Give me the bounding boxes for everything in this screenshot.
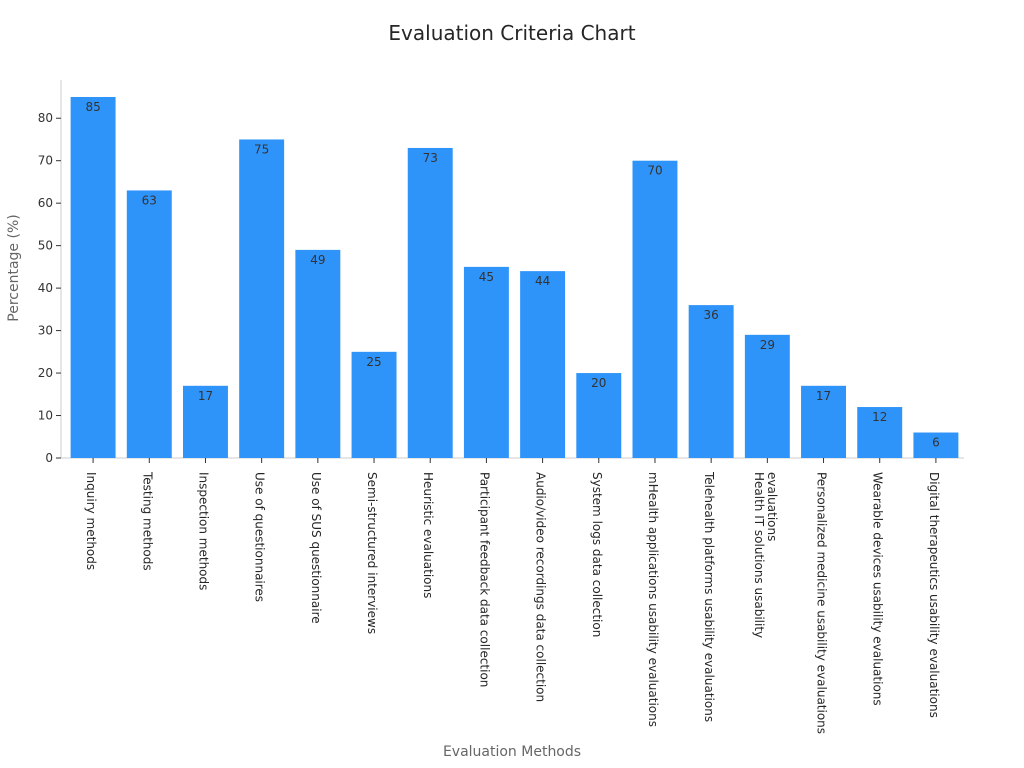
bar[interactable] xyxy=(70,96,116,458)
bar-value-label: 63 xyxy=(142,193,157,207)
bar-value-label: 29 xyxy=(760,338,775,352)
x-tick-label: Inspection methods xyxy=(196,472,210,590)
bar[interactable] xyxy=(744,334,790,458)
x-tick-label: Health IT solutions usability xyxy=(752,472,766,638)
bar-value-label: 45 xyxy=(479,270,494,284)
bar[interactable] xyxy=(576,373,622,458)
bar-value-label: 73 xyxy=(423,151,438,165)
bar[interactable] xyxy=(126,190,172,458)
y-tick-label: 50 xyxy=(38,239,53,253)
x-tick-label: Personalized medicine usability evaluati… xyxy=(815,472,829,734)
plot-area: 0 10 20 30 40 50 60 70 80 85 Inquiry methods 63 Test… xyxy=(38,80,964,734)
x-tick-label: Use of SUS questionnaire xyxy=(309,472,323,624)
x-tick-label: System logs data collection xyxy=(590,472,604,637)
bar[interactable] xyxy=(407,147,453,458)
x-tick-label: Inquiry methods xyxy=(84,472,98,570)
bar-value-label: 20 xyxy=(591,376,606,390)
bar[interactable] xyxy=(632,160,678,458)
y-tick-label: 60 xyxy=(38,196,53,210)
bar[interactable] xyxy=(182,385,228,458)
bar-value-label: 70 xyxy=(647,164,662,178)
x-tick-label: Semi-structured interviews xyxy=(365,472,379,634)
bar-value-label: 17 xyxy=(198,389,213,403)
x-axis-label: Evaluation Methods xyxy=(443,744,581,760)
bar-value-label: 75 xyxy=(254,142,269,156)
bar[interactable] xyxy=(351,351,397,458)
bar[interactable] xyxy=(857,407,903,458)
bar[interactable] xyxy=(688,305,734,458)
y-axis-label: Percentage (%) xyxy=(6,214,22,321)
y-tick-label: 20 xyxy=(38,366,53,380)
bar-value-label: 12 xyxy=(872,410,887,424)
x-tick-label: Participant feedback data collection xyxy=(477,472,491,687)
x-tick-label: Heuristic evaluations xyxy=(421,472,435,598)
x-tick-label: Digital therapeutics usability evaluatio… xyxy=(927,472,941,718)
bar[interactable] xyxy=(239,139,285,458)
chart-title: Evaluation Criteria Chart xyxy=(388,21,635,45)
bar[interactable] xyxy=(913,432,959,458)
y-tick-label: 70 xyxy=(38,154,53,168)
x-tick-label: Testing methods xyxy=(140,471,154,571)
bar[interactable] xyxy=(463,266,509,458)
bar[interactable] xyxy=(801,385,847,458)
bar-value-label: 44 xyxy=(535,274,550,288)
x-tick-label: evaluations xyxy=(765,472,779,541)
bar-value-label: 6 xyxy=(932,436,940,450)
y-tick-label: 10 xyxy=(38,409,53,423)
bar[interactable] xyxy=(295,249,341,458)
y-tick-label: 80 xyxy=(38,111,53,125)
x-tick-label: Wearable devices usability evaluations xyxy=(871,472,885,706)
y-tick-label: 0 xyxy=(45,451,53,465)
bar[interactable] xyxy=(520,271,566,458)
x-tick-label: Telehealth platforms usability evaluatio… xyxy=(702,471,716,722)
bar-value-label: 17 xyxy=(816,389,831,403)
bar-value-label: 36 xyxy=(704,308,719,322)
y-tick-label: 30 xyxy=(38,324,53,338)
x-tick-label: Use of questionnaires xyxy=(253,472,267,602)
x-tick-label: mHealth applications usability evaluatio… xyxy=(646,472,660,727)
bar-value-label: 49 xyxy=(310,253,325,267)
bar-value-label: 85 xyxy=(85,100,100,114)
bar-value-label: 25 xyxy=(366,355,381,369)
y-tick-label: 40 xyxy=(38,281,53,295)
x-tick-label: Audio/video recordings data collection xyxy=(534,472,548,702)
